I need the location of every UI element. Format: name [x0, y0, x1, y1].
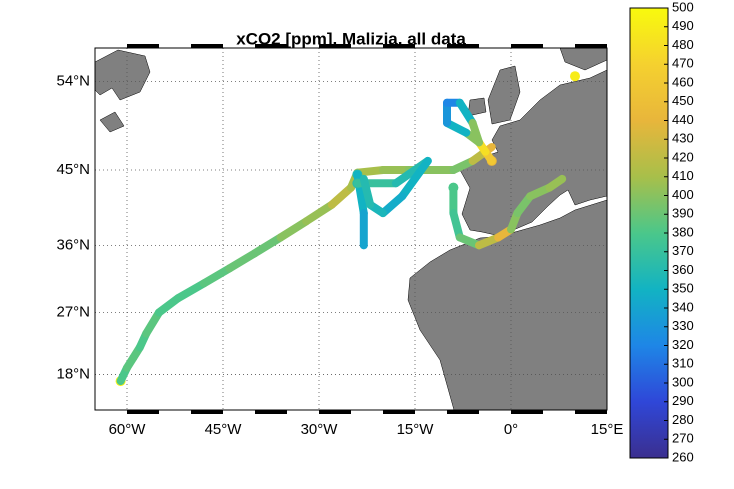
frame-stripe — [383, 44, 415, 48]
frame-stripe — [319, 410, 351, 414]
colorbar-tick-label: 260 — [672, 449, 694, 464]
track-segment — [449, 209, 464, 242]
frame-stripe — [191, 44, 223, 48]
land — [94, 47, 608, 411]
y-tick-label: 45°N — [56, 161, 90, 178]
track-segment — [251, 233, 285, 258]
frame-stripe — [255, 44, 287, 48]
colorbar-tick-label: 360 — [672, 262, 694, 277]
track-segment — [545, 174, 567, 192]
colorbar-tick-label: 380 — [672, 224, 694, 239]
x-tick-label: 60°W — [109, 421, 147, 438]
colorbar-tick-label: 430 — [672, 131, 694, 146]
track-segment — [199, 264, 234, 288]
track-segment — [468, 118, 483, 147]
colorbar-tick-label: 280 — [672, 412, 694, 427]
track-segment — [398, 156, 432, 201]
frame-stripe — [511, 410, 543, 414]
colorbar-tick-label: 350 — [672, 281, 694, 296]
y-tick-label: 18°N — [56, 365, 90, 382]
colorbar-tick-label: 400 — [672, 187, 694, 202]
frame-stripe — [127, 44, 159, 48]
frame-stripe — [319, 44, 351, 48]
frame-stripe — [511, 44, 543, 48]
track-segment — [174, 279, 208, 303]
colorbar-tick-label: 290 — [672, 393, 694, 408]
track-segment — [327, 183, 355, 209]
track-segment — [302, 200, 336, 226]
track-segment — [379, 192, 407, 218]
x-tick-label: 30°W — [301, 421, 339, 438]
colorbar-tick-label: 300 — [672, 374, 694, 389]
frame-stripe — [127, 410, 159, 414]
colorbar-tick-label: 490 — [672, 18, 694, 33]
y-tick-label: 36°N — [56, 236, 90, 253]
colorbar-tick-label: 390 — [672, 206, 694, 221]
colorbar-tick-label: 320 — [672, 337, 694, 352]
colorbar-tick-label: 420 — [672, 149, 694, 164]
colorbar-tick-label: 440 — [672, 112, 694, 127]
colorbar-tick-label: 370 — [672, 243, 694, 258]
colorbar-tick-label: 470 — [672, 56, 694, 71]
colorbar-tick-label: 310 — [672, 356, 694, 371]
track-segment — [142, 308, 163, 338]
x-tick-label: 45°W — [205, 421, 243, 438]
colorbar-tick-label: 270 — [672, 431, 694, 446]
track-point — [570, 71, 580, 82]
track-segment — [276, 217, 311, 242]
frame-stripe — [191, 410, 223, 414]
frame-stripe — [575, 44, 607, 48]
track-segment — [359, 174, 375, 209]
y-tick-label: 27°N — [56, 303, 90, 320]
x-tick-label: 15°W — [397, 421, 435, 438]
frame-stripe — [575, 410, 607, 414]
y-tick-label: 54°N — [56, 73, 90, 90]
colorbar-tick-label: 450 — [672, 93, 694, 108]
colorbar-tick-label: 480 — [672, 37, 694, 52]
colorbar-tick-label: 340 — [672, 299, 694, 314]
x-tick-label: 0° — [504, 421, 518, 438]
title: xCO2 [ppm], Malizia, all data — [236, 29, 466, 48]
track-segment — [225, 249, 259, 273]
frame-stripe — [383, 410, 415, 414]
colorbar-tick-label: 410 — [672, 168, 694, 183]
x-tick-label: 15°E — [591, 421, 624, 438]
colorbar — [629, 7, 669, 459]
colorbar-tick-label: 500 — [672, 0, 694, 14]
frame-stripe — [255, 410, 287, 414]
frame-stripe — [447, 44, 479, 48]
frame-stripe — [447, 410, 479, 414]
colorbar-tick-label: 330 — [672, 318, 694, 333]
colorbar-tick-label: 460 — [672, 74, 694, 89]
